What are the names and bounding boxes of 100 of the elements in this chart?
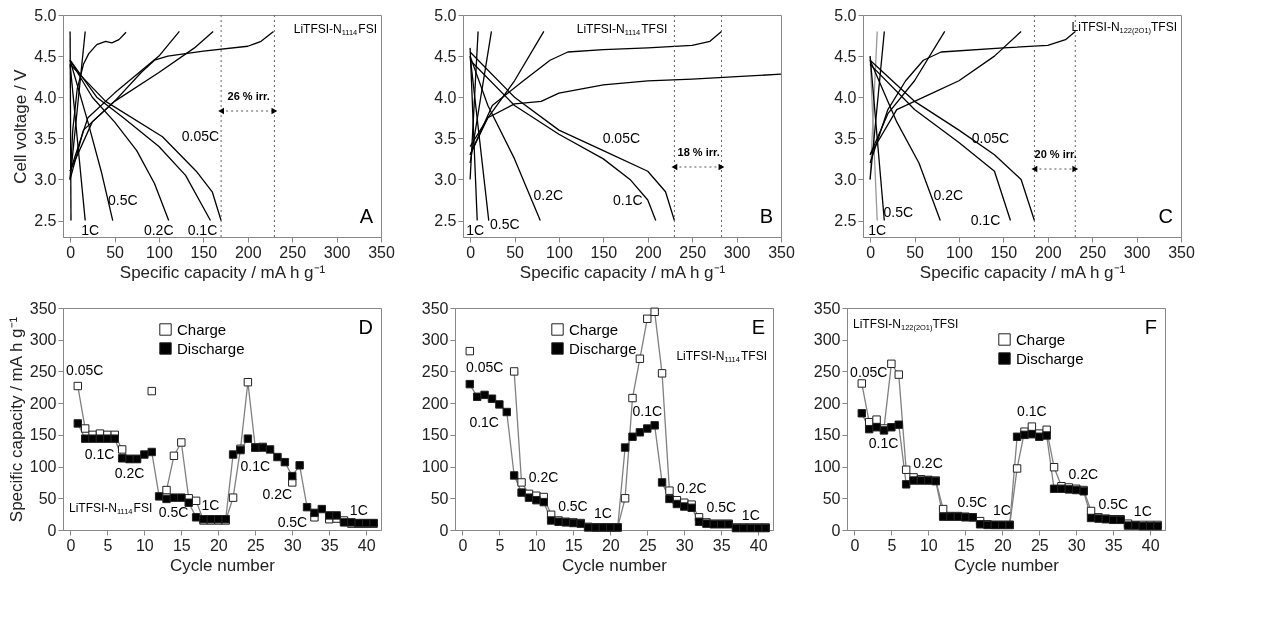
y-tick-label: 100 xyxy=(29,458,57,476)
annotation: 0.5C xyxy=(158,503,189,520)
annotation: 0.1C xyxy=(632,402,663,419)
y-tick-label: 2.5 xyxy=(34,212,57,230)
x-tick-label: 35 xyxy=(320,536,339,554)
legend-label: Charge xyxy=(177,320,227,338)
y-tick-label: 300 xyxy=(813,331,841,349)
x-tick-label: 10 xyxy=(527,536,546,554)
x-tick-label: 250 xyxy=(1079,243,1107,261)
annotation: 1C xyxy=(349,502,368,519)
x-tick-label: 50 xyxy=(506,243,525,261)
annotation: 0.1C xyxy=(240,457,271,474)
annotation: 1C xyxy=(81,221,100,238)
x-tick-label: 20 xyxy=(209,536,228,554)
y-tick-label: 350 xyxy=(813,299,841,317)
annotation: 0.05C xyxy=(971,129,1010,146)
annotation: 0.2C xyxy=(528,469,559,486)
x-tick-label: 50 xyxy=(106,243,125,261)
y-tick-label: 2.5 xyxy=(434,212,457,230)
annotation: 0.1C xyxy=(868,435,899,452)
legend-label: Discharge xyxy=(177,339,245,357)
annotation: 0.05C xyxy=(850,364,888,381)
x-tick-label: 150 xyxy=(590,243,618,261)
annotation: F xyxy=(1144,316,1157,338)
x-tick-label: 300 xyxy=(323,243,351,261)
annotation: 0.5C xyxy=(558,498,588,515)
annotation: 1C xyxy=(201,497,220,514)
y-tick-label: 350 xyxy=(29,299,57,317)
x-tick-label: 0 xyxy=(866,243,876,261)
annotation: 1C xyxy=(741,507,760,524)
y-tick-label: 3.5 xyxy=(34,129,57,147)
y-tick-label: 350 xyxy=(421,299,449,317)
annotation: D xyxy=(358,316,374,338)
y-tick-label: 150 xyxy=(29,426,57,444)
x-tick-label: 30 xyxy=(675,536,694,554)
x-tick-label: 150 xyxy=(990,243,1018,261)
x-tick-label: 25 xyxy=(1030,536,1049,554)
x-axis-title: Cycle number xyxy=(562,555,668,575)
annotation: 0.5C xyxy=(489,215,520,232)
legend-label: Charge xyxy=(1016,330,1066,348)
y-tick-label: 4.0 xyxy=(834,88,857,106)
legend-label: Charge xyxy=(569,320,619,338)
y-tick-label: 0 xyxy=(47,521,57,539)
annotation: 1C xyxy=(466,221,485,238)
x-tick-label: 250 xyxy=(679,243,707,261)
y-tick-label: 4.0 xyxy=(34,88,57,106)
x-tick-label: 15 xyxy=(564,536,583,554)
annotation: 0.5C xyxy=(277,514,308,531)
annotation: B xyxy=(759,205,773,227)
annotation: 0.05C xyxy=(466,359,504,376)
y-tick-label: 5.0 xyxy=(34,6,57,24)
y-tick-label: 100 xyxy=(421,458,449,476)
annotation: 0.2C xyxy=(1068,466,1099,483)
x-axis-title: Cycle number xyxy=(954,555,1060,575)
annotation: 1C xyxy=(593,505,612,522)
legend-label: Discharge xyxy=(1016,349,1084,367)
annotation: 0.5C xyxy=(1098,495,1129,512)
y-tick-label: 5.0 xyxy=(434,6,457,24)
legend-label: Discharge xyxy=(569,339,637,357)
x-tick-label: 350 xyxy=(768,243,795,261)
x-axis-title: Specific capacity / mA h g⁻¹ xyxy=(919,262,1126,282)
x-tick-label: 20 xyxy=(601,536,620,554)
annotation: 1C xyxy=(868,221,887,238)
x-tick-label: 10 xyxy=(135,536,154,554)
x-tick-label: 150 xyxy=(190,243,218,261)
y-tick-label: 4.0 xyxy=(434,88,457,106)
x-tick-label: 0 xyxy=(458,536,468,554)
y-tick-label: 150 xyxy=(421,426,449,444)
x-tick-label: 25 xyxy=(638,536,657,554)
x-tick-label: 50 xyxy=(906,243,925,261)
annotation: 0.2C xyxy=(143,221,174,238)
annotation: 0.1C xyxy=(1017,402,1047,419)
y-tick-label: 4.5 xyxy=(34,47,57,65)
x-axis-title: Specific capacity / mA h g⁻¹ xyxy=(119,262,326,282)
y-tick-label: 4.5 xyxy=(834,47,857,65)
y-tick-label: 3.0 xyxy=(34,170,57,188)
annotation: 20 % irr. xyxy=(1034,148,1077,160)
annotation: 0.2C xyxy=(114,464,145,481)
x-axis-title: Specific capacity / mA h g⁻¹ xyxy=(519,262,726,282)
y-tick-label: 0 xyxy=(439,521,449,539)
annotation: 0.05C xyxy=(181,127,220,144)
x-tick-label: 30 xyxy=(1067,536,1086,554)
y-axis-title: Cell voltage / V xyxy=(11,68,31,184)
x-tick-label: 30 xyxy=(283,536,302,554)
annotation: 0.5C xyxy=(107,191,138,208)
x-tick-label: 100 xyxy=(546,243,573,261)
annotation: 0.5C xyxy=(883,203,914,220)
y-tick-label: 3.5 xyxy=(434,129,457,147)
x-tick-label: 5 xyxy=(103,536,113,554)
y-tick-label: 2.5 xyxy=(834,212,857,230)
annotation: 0.1C xyxy=(84,445,115,462)
x-tick-label: 40 xyxy=(357,536,376,554)
y-tick-label: 200 xyxy=(813,394,841,412)
annotation: 0.1C xyxy=(187,221,218,238)
x-tick-label: 0 xyxy=(466,243,476,261)
x-tick-label: 20 xyxy=(993,536,1012,554)
annotation: C xyxy=(1158,205,1174,227)
annotation: 0.2C xyxy=(677,480,707,497)
annotation: 0.05C xyxy=(602,129,641,146)
annotation: 26 % irr. xyxy=(227,90,270,102)
